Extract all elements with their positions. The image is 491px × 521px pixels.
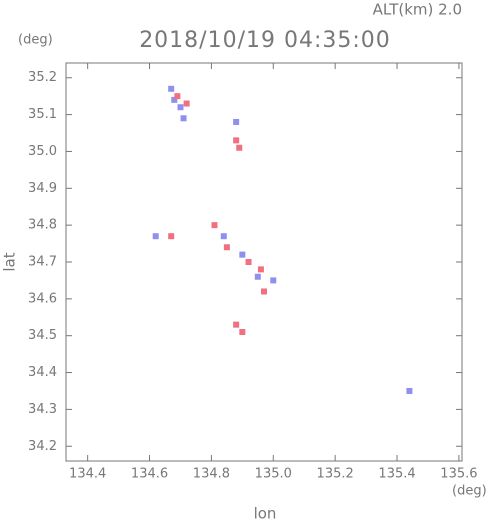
echo-point xyxy=(174,93,181,100)
y-tick-label: 35.0 xyxy=(28,144,57,159)
y-unit: (deg) xyxy=(18,33,53,48)
echo-point xyxy=(236,144,243,151)
echo-point xyxy=(245,259,252,265)
echo-point xyxy=(152,233,159,240)
y-tick-label: 34.3 xyxy=(28,402,57,417)
plot-frame xyxy=(65,62,463,462)
echo-point xyxy=(233,118,240,125)
y-tick-label: 35.2 xyxy=(28,70,57,85)
echo-point xyxy=(233,137,240,144)
x-unit: (deg) xyxy=(452,484,487,499)
x-tick-label: 135.0 xyxy=(255,467,292,482)
echo-point xyxy=(168,233,175,240)
x-tick-label: 135.6 xyxy=(440,467,477,482)
echo-point xyxy=(223,244,230,251)
echo-point xyxy=(406,387,413,394)
echo-point xyxy=(261,288,267,295)
echo-point xyxy=(211,222,218,229)
y-tick-label: 35.1 xyxy=(28,107,57,122)
echo-point xyxy=(168,85,175,92)
echo-point xyxy=(177,104,184,111)
echo-point xyxy=(171,96,178,103)
y-tick-label: 34.5 xyxy=(28,328,57,343)
x-tick-label: 135.4 xyxy=(378,467,415,482)
echo-point xyxy=(270,277,277,284)
x-tick-label: 135.2 xyxy=(317,467,354,482)
x-label: lon xyxy=(254,505,277,521)
echo-point xyxy=(257,266,264,273)
chart-title: 2018/10/19 04:35:00 xyxy=(139,28,391,53)
echo-point xyxy=(239,329,246,336)
x-tick-label: 134.8 xyxy=(193,467,230,482)
echo-point xyxy=(233,321,240,328)
echo-point xyxy=(183,100,190,107)
y-tick-label: 34.2 xyxy=(28,439,57,454)
x-tick-label: 134.4 xyxy=(69,467,106,482)
y-tick-label: 34.9 xyxy=(28,181,57,196)
y-label: lat xyxy=(1,252,19,271)
echo-point xyxy=(180,115,187,122)
y-tick-label: 34.7 xyxy=(28,255,57,270)
echo-point xyxy=(254,273,261,280)
y-tick-label: 34.6 xyxy=(28,291,57,306)
subtitle: ALT(km) 2.0 xyxy=(373,1,462,19)
x-tick-label: 134.6 xyxy=(131,467,168,482)
echo-point xyxy=(220,233,227,240)
echo-point xyxy=(239,251,246,258)
y-tick-label: 34.4 xyxy=(28,365,57,380)
y-tick-label: 34.8 xyxy=(28,218,57,233)
